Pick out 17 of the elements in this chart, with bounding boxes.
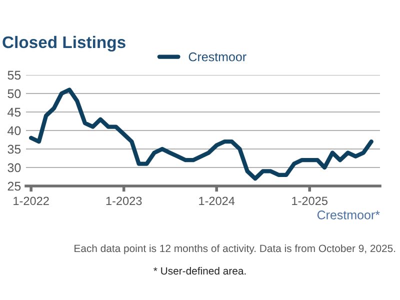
- x-tick-label: 1-2024: [199, 196, 235, 206]
- y-tick-label: 40: [8, 126, 21, 136]
- chart-title: Closed Listings: [2, 36, 126, 52]
- x-axis-title: Crestmoor*: [317, 210, 380, 220]
- y-tick-label: 35: [8, 144, 21, 154]
- x-tick-label: 1-2022: [14, 196, 49, 206]
- y-tick-label: 45: [8, 108, 21, 117]
- y-tick-label: 50: [8, 89, 21, 98]
- y-tick-label: 25: [8, 182, 21, 191]
- y-tick-label: 55: [8, 70, 21, 80]
- x-tick-label: 1-2023: [106, 196, 142, 206]
- line-series: [29, 88, 374, 181]
- y-tick-label: 30: [8, 163, 21, 172]
- x-tick-label: 1-2025: [292, 196, 328, 206]
- text: Each data point is 12 months of activity. Data is from October 9, 2025.: [74, 244, 396, 254]
- legend-label: Crestmoor: [188, 52, 246, 62]
- text: * User-defined area.: [154, 266, 246, 275]
